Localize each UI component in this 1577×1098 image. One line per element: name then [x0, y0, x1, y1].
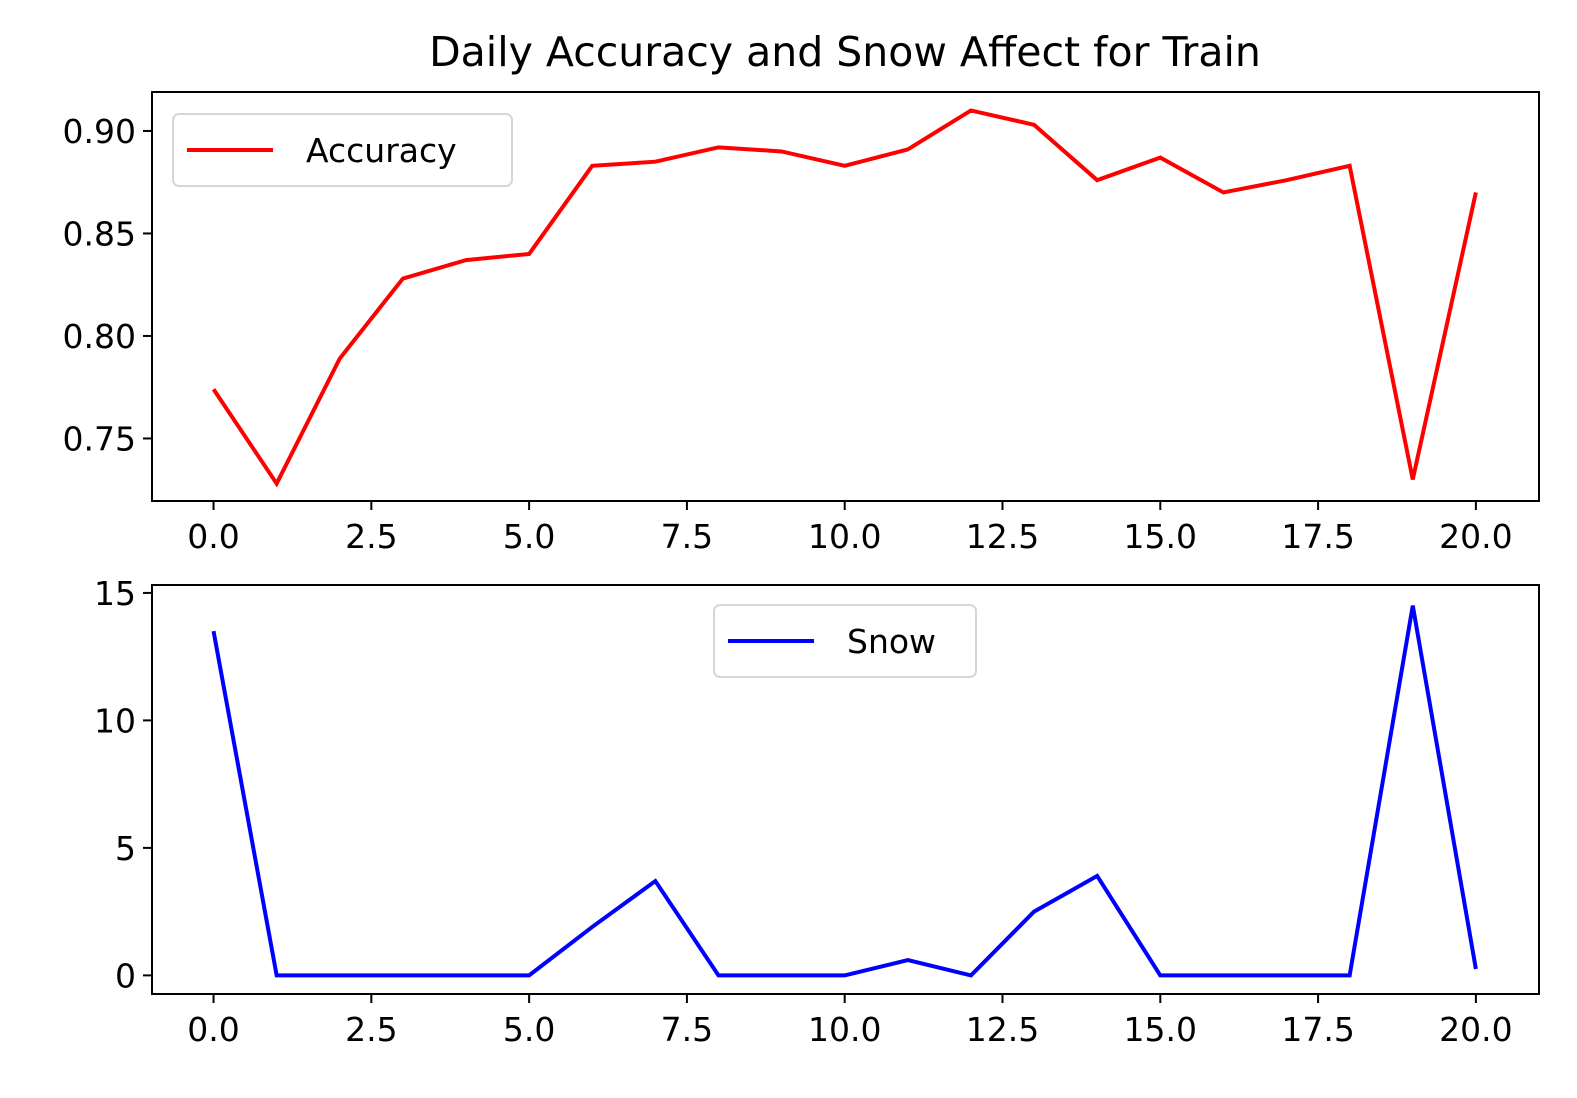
accuracy-series-line: [211, 108, 1478, 488]
snow-y-tick-label: 0: [115, 956, 136, 995]
snow-legend-label: Snow: [847, 622, 936, 661]
snow-legend-box: [713, 604, 977, 678]
snow-x-tick-label: 12.5: [966, 1010, 1039, 1049]
accuracy-x-tick-label: 15.0: [1124, 517, 1197, 556]
snow-panel: 0.0 2.5 5.0 7.5 10.0 12.5 15.0 17.5 20.0 0 5 10 15 Sn…: [94, 574, 1540, 1049]
chart-title: Daily Accuracy and Snow Affect for Train: [429, 28, 1261, 76]
accuracy-panel: 0.0 2.5 5.0 7.5 10.0 12.5 15.0 17.5 20.0 0.75 0.80…: [63, 91, 1540, 556]
accuracy-legend-label: Accuracy: [306, 131, 457, 170]
snow-y-tick-label: 10: [94, 701, 136, 740]
snow-x-tick-label: 20.0: [1439, 1010, 1512, 1049]
snow-x-tick-label: 10.0: [808, 1010, 881, 1049]
accuracy-y-tick-label: 0.80: [63, 317, 136, 356]
accuracy-y-tick-label: 0.75: [63, 419, 136, 458]
accuracy-x-tick-label: 10.0: [808, 517, 881, 556]
snow-x-tick-label: 15.0: [1124, 1010, 1197, 1049]
accuracy-legend: Accuracy: [172, 113, 513, 187]
snow-x-tick-label: 17.5: [1281, 1010, 1354, 1049]
accuracy-x-tick-label: 7.5: [661, 517, 713, 556]
snow-x-tick-label: 2.5: [345, 1010, 397, 1049]
snow-y-tick-label: 15: [94, 574, 136, 613]
accuracy-x-tick-label: 0.0: [187, 517, 239, 556]
accuracy-y-tick-label: 0.90: [63, 112, 136, 151]
accuracy-y-tick-label: 0.85: [63, 214, 136, 253]
accuracy-x-tick-label: 12.5: [966, 517, 1039, 556]
snow-y-tick-label: 5: [115, 829, 136, 868]
snow-series-line: [211, 605, 1478, 978]
accuracy-x-tick-label: 17.5: [1281, 517, 1354, 556]
accuracy-legend-box: [172, 113, 513, 187]
snow-x-tick-label: 0.0: [187, 1010, 239, 1049]
snow-x-tick-label: 7.5: [661, 1010, 713, 1049]
snow-x-tick-label: 5.0: [503, 1010, 555, 1049]
accuracy-x-tick-label: 20.0: [1439, 517, 1512, 556]
accuracy-x-tick-label: 5.0: [503, 517, 555, 556]
accuracy-x-tick-label: 2.5: [345, 517, 397, 556]
snow-legend: Snow: [713, 604, 977, 678]
